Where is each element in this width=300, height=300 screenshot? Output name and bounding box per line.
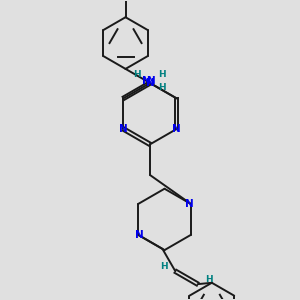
Text: H: H bbox=[160, 262, 168, 271]
Text: N: N bbox=[119, 124, 128, 134]
Text: H: H bbox=[133, 70, 141, 80]
Text: H: H bbox=[158, 70, 166, 80]
Text: N: N bbox=[147, 76, 156, 86]
Text: N: N bbox=[146, 78, 154, 88]
Text: N: N bbox=[135, 230, 144, 240]
Text: H: H bbox=[158, 82, 166, 91]
Text: N: N bbox=[172, 124, 181, 134]
Text: H: H bbox=[205, 275, 213, 284]
Text: N: N bbox=[185, 199, 194, 209]
Text: N: N bbox=[142, 76, 151, 86]
